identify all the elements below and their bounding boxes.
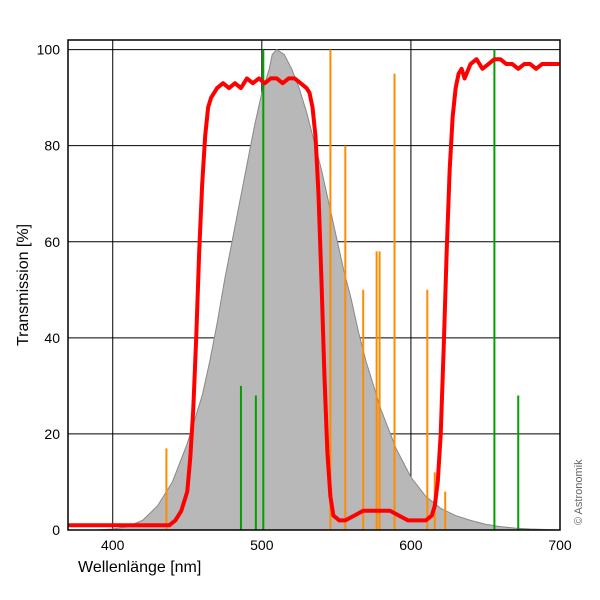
x-tick-label: 400 [101, 537, 125, 553]
y-axis-label: Transmission [%] [15, 224, 32, 346]
svg-text:Astronomik: Astronomik [68, 456, 179, 481]
svg-text:Astronomik: Astronomik [398, 456, 509, 481]
svg-text:Astronomik: Astronomik [343, 300, 454, 325]
svg-text:Astronomik: Astronomik [453, 300, 564, 325]
svg-text:Astronomik: Astronomik [68, 40, 179, 65]
svg-text:Astronomik: Astronomik [398, 352, 509, 377]
svg-text:Astronomik: Astronomik [453, 196, 564, 221]
svg-text:Astronomik: Astronomik [398, 144, 509, 169]
svg-text:Astronomik: Astronomik [68, 352, 179, 377]
y-tick-label: 60 [44, 234, 60, 250]
svg-text:Astronomik: Astronomik [68, 248, 179, 273]
svg-text:Astronomik: Astronomik [453, 404, 564, 429]
y-tick-label: 80 [44, 138, 60, 154]
transmission-chart: AstronomikAstronomikAstronomikAstronomik… [0, 0, 600, 600]
x-tick-label: 700 [548, 537, 572, 553]
svg-text:Astronomik: Astronomik [343, 92, 454, 117]
svg-text:Astronomik: Astronomik [123, 196, 234, 221]
svg-text:Astronomik: Astronomik [288, 40, 399, 65]
svg-text:Astronomik: Astronomik [453, 92, 564, 117]
x-tick-label: 600 [399, 537, 423, 553]
y-tick-label: 40 [44, 330, 60, 346]
svg-text:Astronomik: Astronomik [68, 144, 179, 169]
x-tick-label: 500 [250, 537, 274, 553]
svg-text:Astronomik: Astronomik [398, 248, 509, 273]
copyright-label: © Astronomik [573, 459, 585, 525]
svg-text:Astronomik: Astronomik [123, 92, 234, 117]
y-tick-label: 0 [52, 522, 60, 538]
chart-container: AstronomikAstronomikAstronomikAstronomik… [0, 0, 600, 600]
y-tick-label: 100 [37, 42, 61, 58]
y-tick-label: 20 [44, 426, 60, 442]
svg-text:Astronomik: Astronomik [343, 196, 454, 221]
x-axis-label: Wellenlänge [nm] [78, 559, 201, 576]
